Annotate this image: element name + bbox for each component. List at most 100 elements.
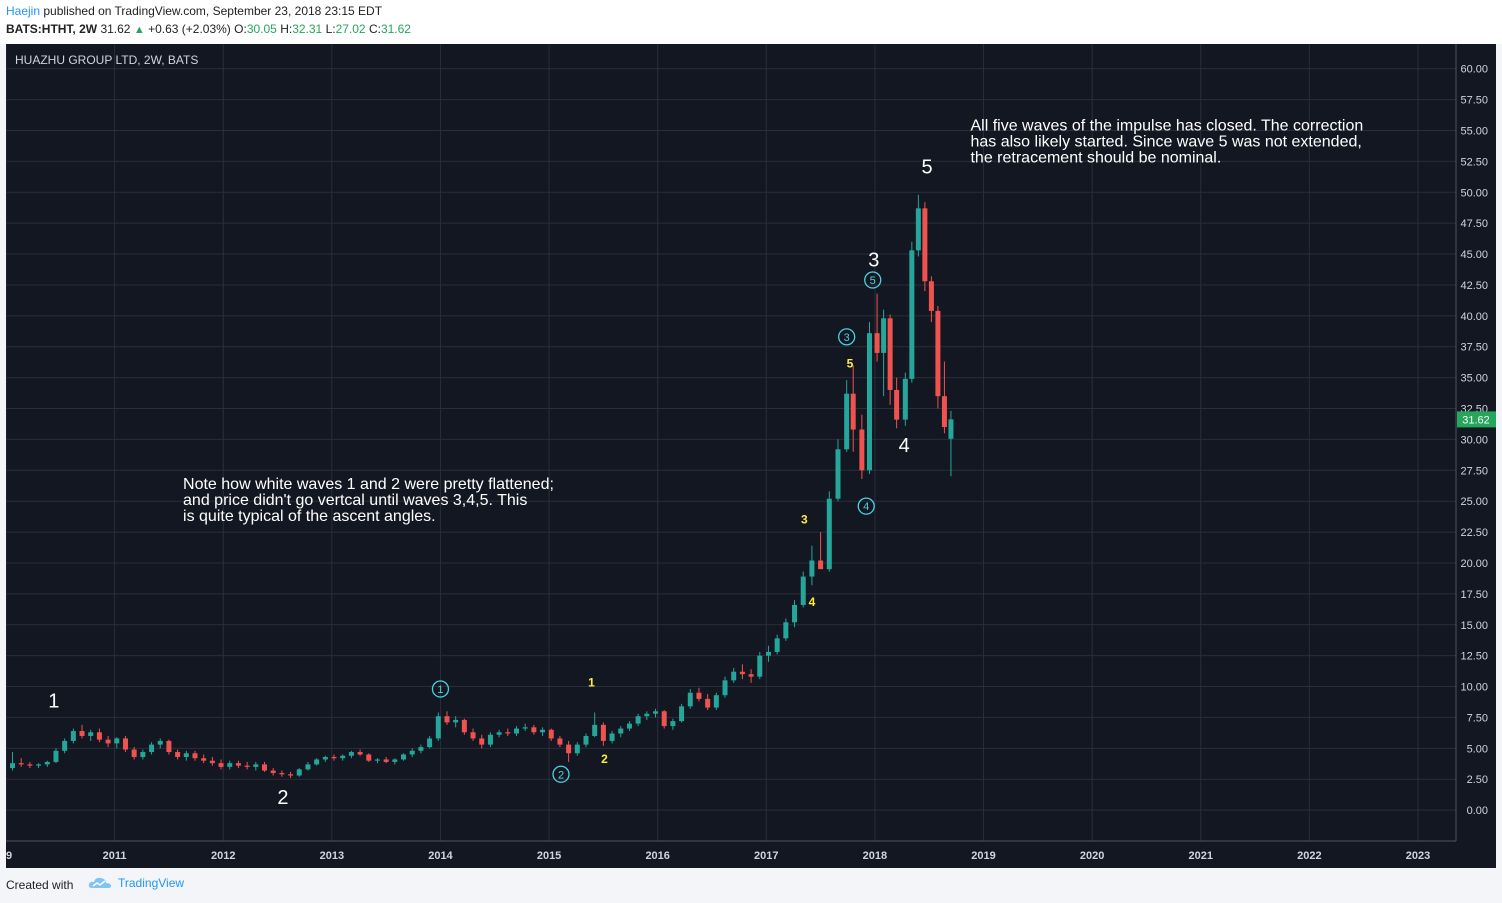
- y-tick-label: 0.00: [1467, 805, 1488, 817]
- symbol-label: BATS:HTHT, 2W: [6, 22, 98, 36]
- candle-down: [270, 770, 276, 774]
- author-link[interactable]: Haejin: [6, 4, 41, 18]
- candle-up: [948, 419, 954, 439]
- y-tick-label: 35.00: [1460, 373, 1488, 385]
- candle-down: [331, 756, 337, 759]
- note-text: has also likely started. Since wave 5 wa…: [970, 133, 1361, 150]
- y-tick-label: 50.00: [1460, 187, 1488, 199]
- candle-up: [513, 728, 519, 734]
- candle-down: [96, 732, 102, 740]
- low-label: L:: [325, 22, 336, 36]
- open-label: O:: [234, 22, 247, 36]
- candle-up: [10, 763, 16, 769]
- candle-up: [348, 752, 354, 756]
- open-value: 30.05: [246, 22, 277, 36]
- candle-up: [592, 724, 598, 736]
- candle-down: [696, 692, 702, 699]
- candle-up: [340, 755, 346, 759]
- candle-up: [140, 752, 146, 757]
- candle-down: [748, 674, 754, 677]
- chart-panel[interactable]: HUAZHU GROUP LTD, 2W, BATS 60.00 57.50 55.…: [0, 44, 1496, 868]
- candle-down: [479, 738, 485, 745]
- x-tick-label: 29: [6, 850, 12, 862]
- brand-name: TradingView: [118, 876, 185, 890]
- candle-up: [88, 732, 94, 736]
- candle-up: [866, 333, 872, 471]
- candle-down: [131, 749, 137, 757]
- wave-circle: [838, 328, 856, 346]
- y-tick-label: 2.50: [1467, 774, 1488, 786]
- close-label: C:: [368, 22, 381, 36]
- candle-down: [922, 208, 928, 282]
- x-tick-label: 2014: [428, 850, 453, 862]
- created-with-text: Created with: [6, 878, 74, 892]
- x-tick-label: 2011: [103, 850, 127, 862]
- candle-up: [826, 498, 832, 570]
- wave-label: 1: [48, 691, 59, 713]
- candle-up: [453, 719, 459, 723]
- candle-up: [783, 622, 789, 639]
- candle-up: [765, 651, 771, 656]
- candle-down: [79, 731, 85, 736]
- candle-down: [201, 758, 207, 761]
- candle-up: [427, 738, 433, 748]
- y-tick-label: 22.50: [1460, 527, 1488, 539]
- candle-up: [70, 731, 76, 741]
- candle-up: [374, 759, 380, 761]
- candle-down: [461, 719, 467, 733]
- candle-down: [531, 727, 537, 733]
- y-tick-label: 15.00: [1460, 620, 1488, 632]
- candle-down: [105, 739, 111, 744]
- wave-label: 2: [277, 787, 288, 809]
- candle-up: [36, 764, 42, 766]
- candle-down: [739, 671, 745, 675]
- y-tick-label: 12.50: [1460, 651, 1488, 663]
- candle-up: [296, 769, 302, 776]
- wave-label: 2: [601, 752, 608, 766]
- candle-down: [566, 744, 572, 754]
- candle-down: [235, 763, 241, 766]
- candle-up: [522, 727, 528, 729]
- candlestick-chart[interactable]: HUAZHU GROUP LTD, 2W, BATS 60.0057.5055.…: [0, 44, 1496, 868]
- candle-up: [314, 759, 320, 765]
- wave-label: 4: [899, 435, 910, 457]
- candle-down: [874, 333, 880, 353]
- tradingview-link[interactable]: TradingView: [88, 876, 184, 890]
- candle-up: [114, 738, 120, 744]
- y-tick-label: 30.00: [1460, 434, 1488, 446]
- up-arrow-icon: ▲: [133, 24, 145, 36]
- candle-down: [887, 318, 893, 390]
- x-tick-label: 2016: [645, 850, 669, 862]
- candle-up: [731, 671, 737, 681]
- y-tick-label: 10.00: [1460, 682, 1488, 694]
- candle-up: [44, 761, 50, 765]
- candle-up: [902, 378, 908, 420]
- candle-up: [62, 740, 68, 751]
- y-tick-label: 40.00: [1460, 311, 1488, 323]
- candle-down: [122, 738, 128, 750]
- candle-up: [609, 733, 615, 741]
- candle-down: [192, 753, 198, 759]
- candle-down: [705, 698, 711, 708]
- candle-down: [244, 765, 250, 767]
- candle-down: [218, 763, 224, 767]
- candle-down: [894, 389, 900, 420]
- candle-down: [357, 752, 363, 755]
- price-change: +0.63 (+2.03%): [148, 22, 231, 36]
- candle-up: [653, 711, 659, 714]
- y-tick-label: 37.50: [1460, 342, 1488, 354]
- candle-down: [935, 310, 941, 397]
- wave-label: 4: [809, 595, 816, 609]
- y-tick-label: 20.00: [1460, 558, 1488, 570]
- candle-down: [859, 429, 865, 471]
- candle-up: [618, 728, 624, 734]
- candle-up: [644, 713, 650, 717]
- candle-up: [435, 716, 441, 739]
- candle-down: [661, 711, 667, 727]
- candle-down: [928, 281, 934, 311]
- candle-up: [670, 721, 676, 727]
- candle-down: [27, 764, 33, 766]
- x-tick-label: 2020: [1080, 850, 1104, 862]
- candle-up: [800, 576, 806, 605]
- candle-up: [635, 716, 641, 724]
